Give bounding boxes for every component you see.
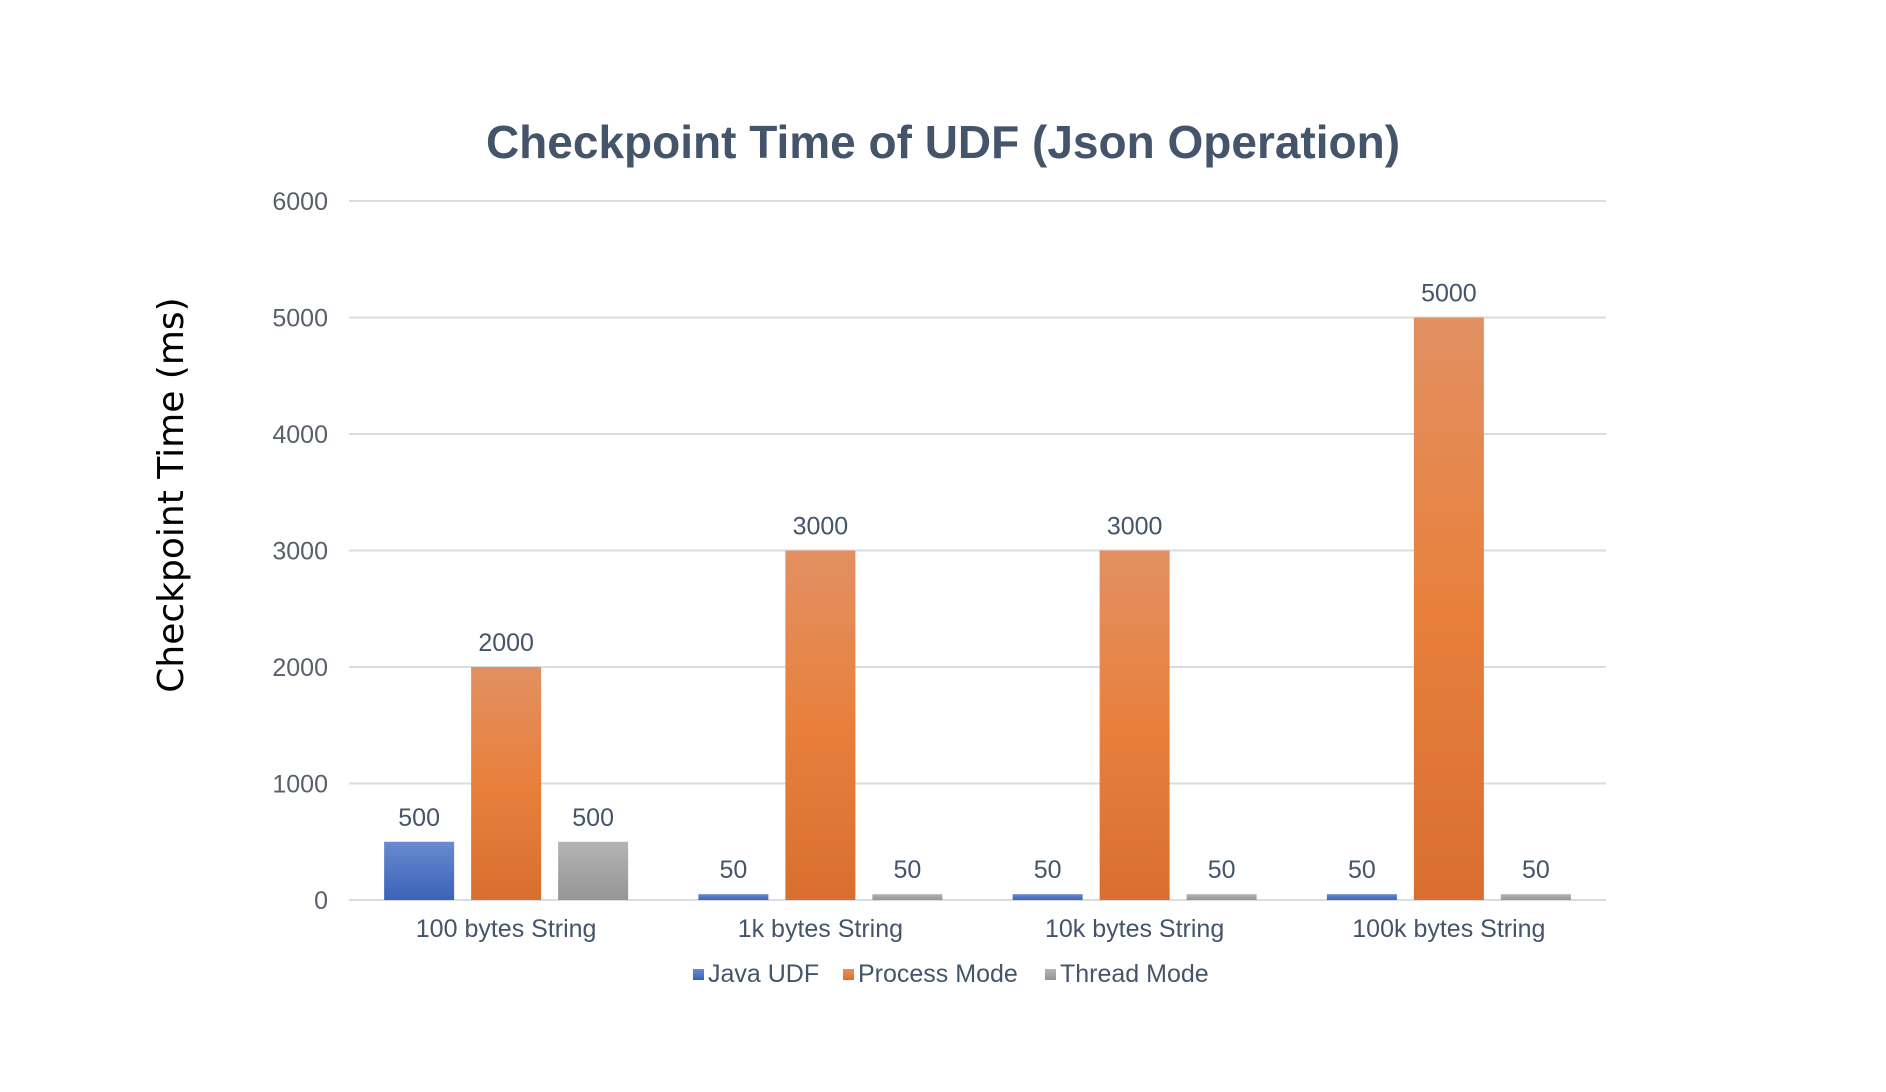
bar-process-mode — [1099, 550, 1170, 900]
legend-label: Process Mode — [858, 960, 1018, 988]
data-label: 500 — [572, 804, 614, 832]
data-labels: 500 2000 500 50 3000 50 50 3000 50 50 5000 50 — [398, 280, 1550, 885]
data-label: 3000 — [793, 513, 849, 541]
x-category-label: 100 bytes String — [416, 915, 597, 943]
legend-swatch — [843, 969, 854, 980]
chart-title: Checkpoint Time of UDF (Json Operation) — [486, 116, 1400, 168]
bar-java-udf — [1326, 894, 1397, 900]
x-category-label: 100k bytes String — [1352, 915, 1545, 943]
y-axis-ticks: 0 1000 2000 3000 4000 5000 6000 — [272, 188, 328, 915]
y-tick-label: 3000 — [272, 538, 328, 566]
y-tick-label: 2000 — [272, 654, 328, 682]
data-label: 50 — [719, 856, 747, 884]
legend-item-thread-mode[interactable]: Thread Mode — [1045, 960, 1209, 988]
y-tick-label: 4000 — [272, 421, 328, 449]
y-axis-title-group: Checkpoint Time (ms) — [151, 297, 192, 692]
legend-label: Thread Mode — [1060, 960, 1209, 988]
legend-item-process-mode[interactable]: Process Mode — [843, 960, 1018, 988]
legend-swatch — [1045, 969, 1056, 980]
legend-label: Java UDF — [708, 960, 819, 988]
x-axis-categories: 100 bytes String 1k bytes String 10k bytes… — [416, 915, 1546, 943]
bar-thread-mode — [1186, 894, 1257, 900]
bar-java-udf — [1012, 894, 1083, 900]
bar-thread-mode — [558, 841, 629, 900]
legend-item-java-udf[interactable]: Java UDF — [693, 960, 819, 988]
data-label: 50 — [893, 856, 921, 884]
data-label: 50 — [1522, 856, 1550, 884]
data-label: 5000 — [1421, 280, 1477, 308]
y-tick-label: 0 — [314, 887, 328, 915]
bar-process-mode — [1413, 317, 1484, 900]
bar-process-mode — [785, 550, 856, 900]
y-tick-label: 6000 — [272, 188, 328, 216]
y-tick-label: 1000 — [272, 771, 328, 799]
data-label: 50 — [1348, 856, 1376, 884]
x-category-label: 10k bytes String — [1045, 915, 1224, 943]
bar-thread-mode — [1500, 894, 1571, 900]
bar-java-udf — [698, 894, 769, 900]
bar-java-udf — [384, 841, 455, 900]
data-label: 50 — [1208, 856, 1236, 884]
data-label: 2000 — [478, 629, 534, 657]
legend: Java UDF Process Mode Thread Mode — [693, 960, 1209, 988]
bar-thread-mode — [872, 894, 943, 900]
x-category-label: 1k bytes String — [738, 915, 903, 943]
data-label: 500 — [398, 804, 440, 832]
gridlines — [349, 200, 1606, 901]
y-tick-label: 5000 — [272, 305, 328, 333]
data-label: 3000 — [1107, 513, 1163, 541]
bars — [384, 317, 1571, 900]
bar-process-mode — [471, 667, 542, 900]
data-label: 50 — [1034, 856, 1062, 884]
y-axis-title: Checkpoint Time (ms) — [151, 297, 192, 692]
legend-swatch — [693, 969, 704, 980]
